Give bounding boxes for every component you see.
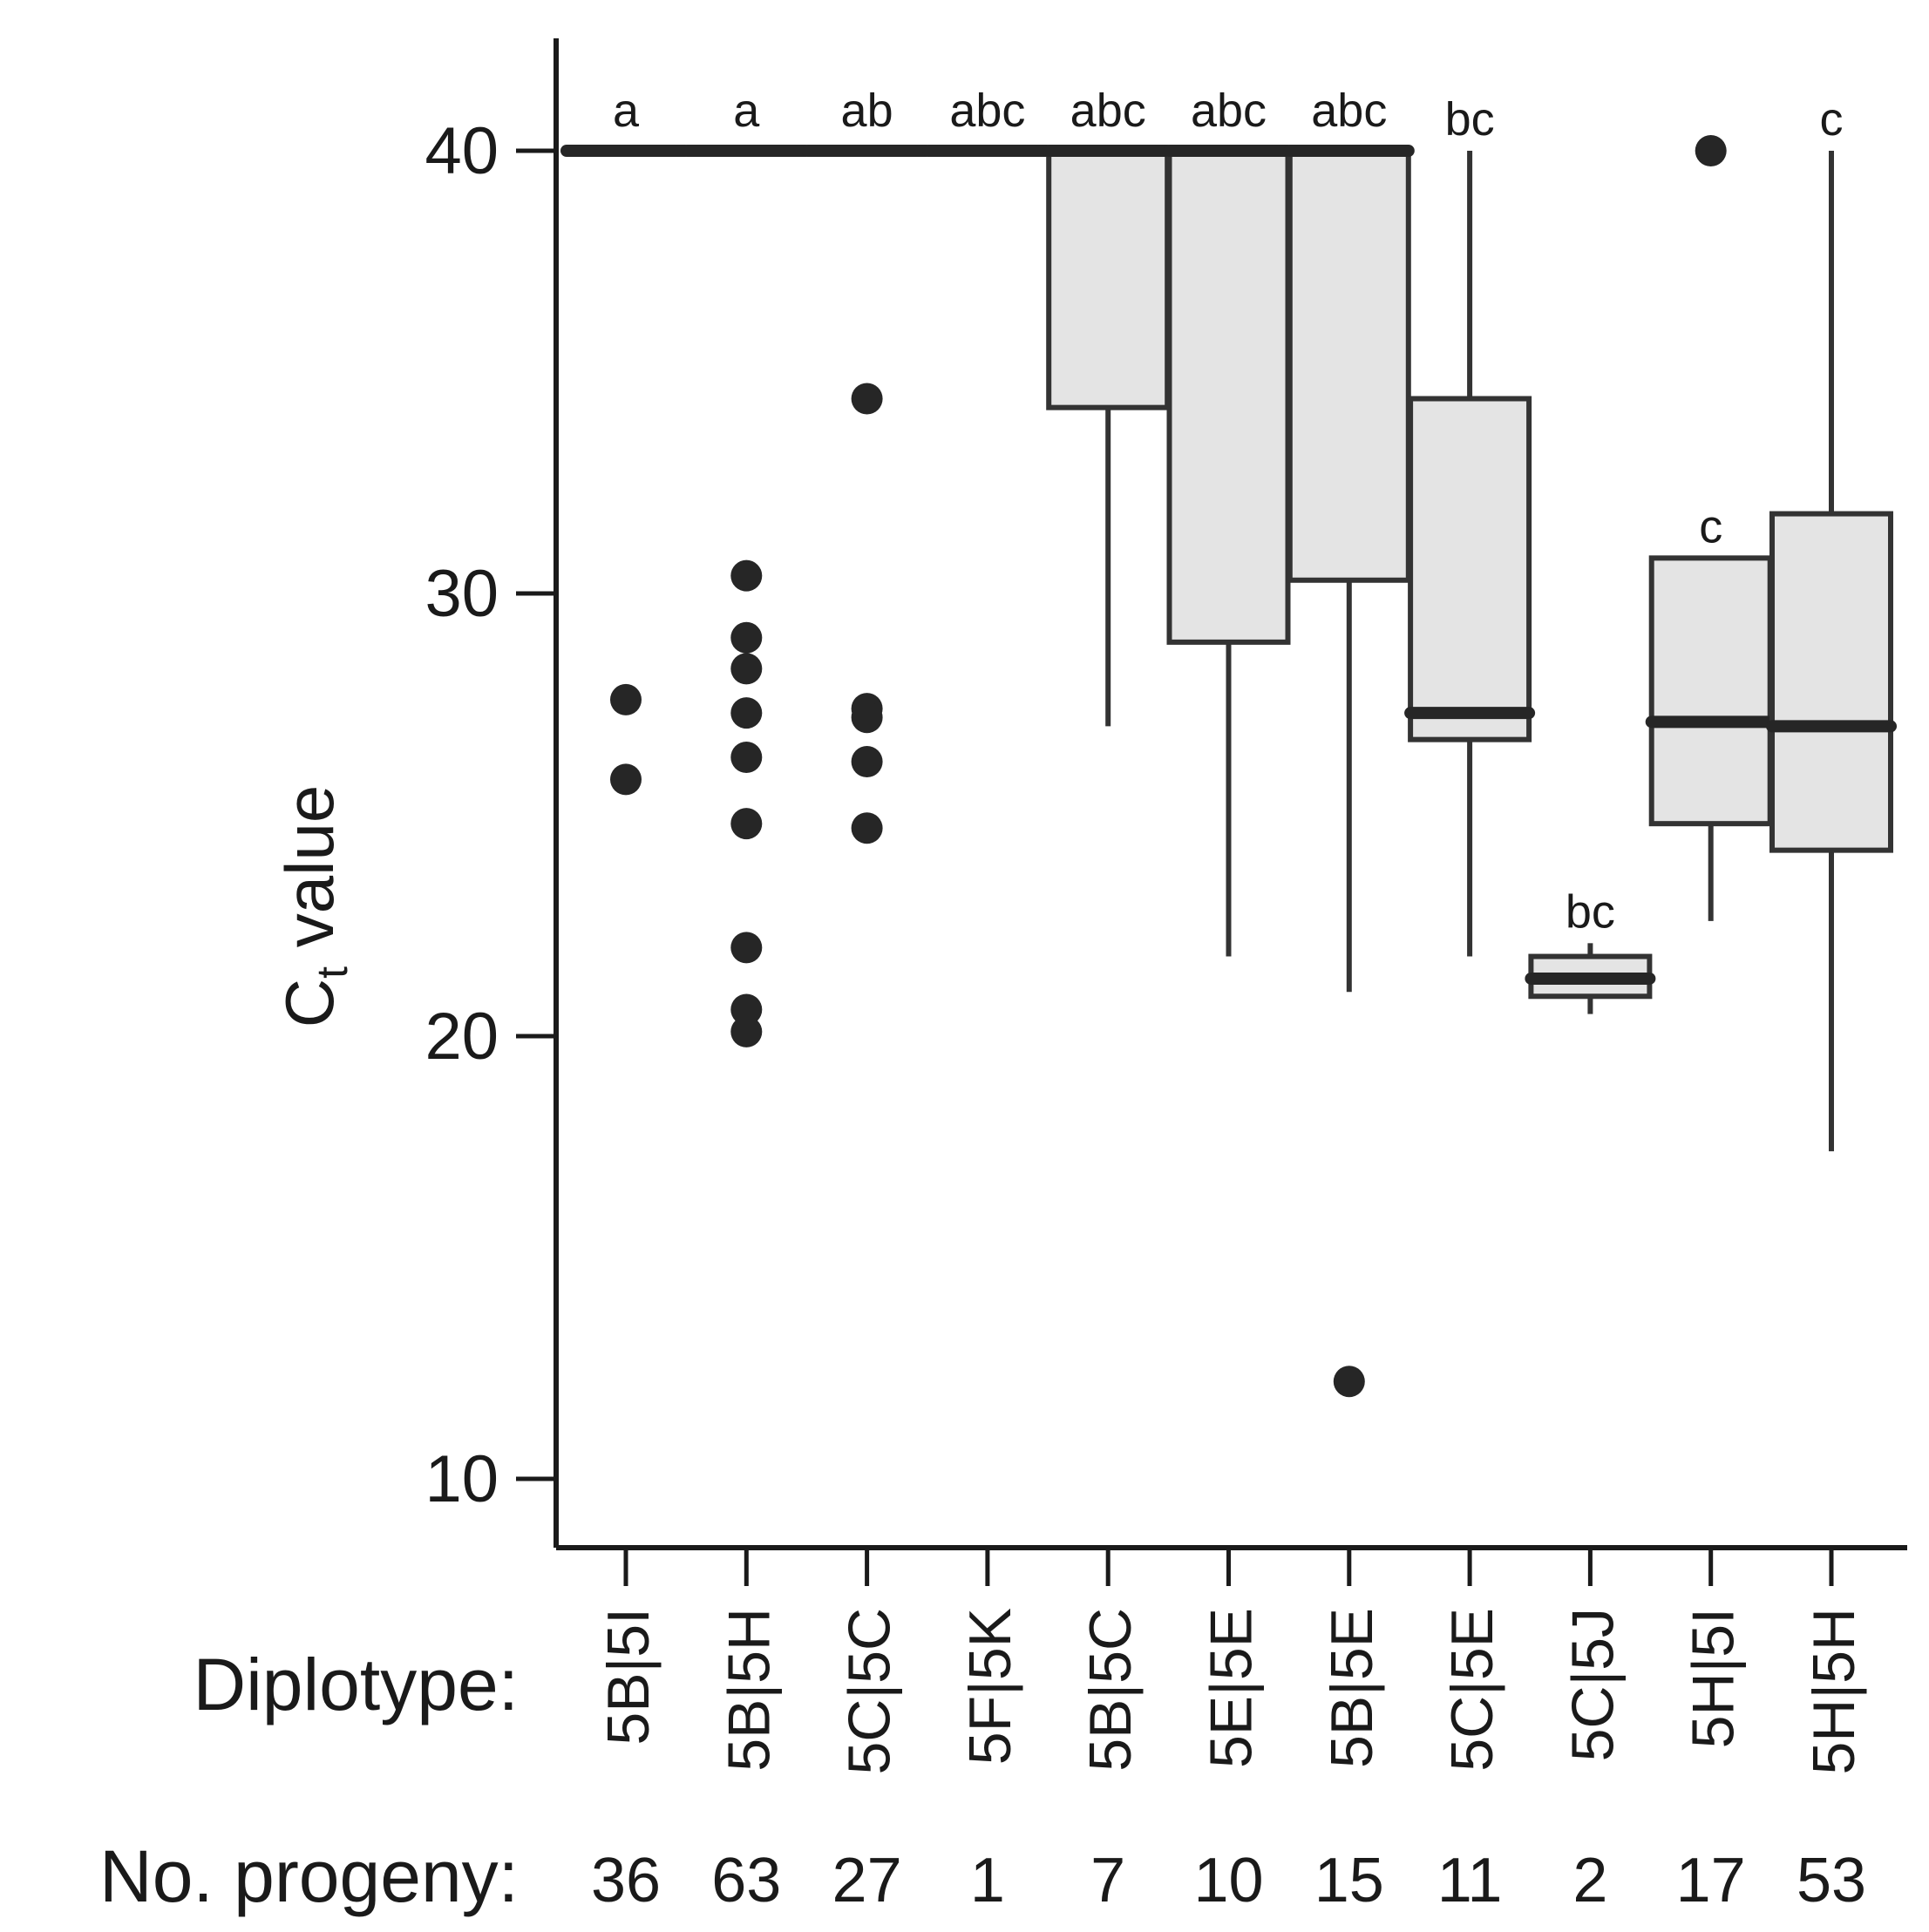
x-axis-ticks — [623, 1548, 1834, 1586]
outlier-point — [851, 702, 883, 734]
significance-letter: abc — [1070, 85, 1146, 137]
progeny-count: 17 — [1676, 1846, 1746, 1915]
outlier-point — [1333, 1366, 1365, 1398]
y-axis-title: Ct value — [271, 785, 357, 1027]
progeny-count: 1 — [970, 1846, 1005, 1915]
outlier-point — [730, 621, 763, 654]
progeny-count: 36 — [591, 1846, 661, 1915]
outlier-point — [851, 746, 883, 778]
progeny-count: 53 — [1797, 1846, 1866, 1915]
box-group-7: abc — [1283, 85, 1415, 1398]
outlier-point — [610, 763, 642, 796]
outlier-point — [730, 653, 763, 685]
outlier-point — [1695, 135, 1727, 166]
y-tick-label: 30 — [425, 557, 499, 631]
diplotype-label: 5C|5C — [837, 1608, 903, 1775]
box-iqr — [1287, 148, 1411, 583]
diplotype-label: 5B|5E — [1319, 1608, 1385, 1768]
outlier-point — [730, 808, 763, 840]
box-group-5: abc — [1043, 85, 1174, 727]
box-group-6: abc — [1163, 85, 1294, 957]
diplotype-label: 5C|5E — [1439, 1608, 1505, 1772]
outlier-point — [851, 812, 883, 844]
progeny-count: 10 — [1193, 1846, 1263, 1915]
outlier-point — [851, 383, 883, 415]
y-tick-label: 40 — [425, 114, 499, 188]
box-iqr — [1769, 511, 1893, 853]
diplotype-label: 5H|5I — [1681, 1608, 1747, 1748]
outlier-point — [730, 932, 763, 964]
significance-letter: abc — [1311, 85, 1387, 137]
box-iqr — [1166, 148, 1291, 645]
diplotype-label: 5B|5I — [595, 1608, 662, 1746]
outlier-point — [730, 559, 763, 592]
significance-letter: c — [1820, 93, 1844, 146]
progeny-count: 27 — [832, 1846, 902, 1915]
box-group-8: bc — [1404, 93, 1536, 957]
significance-letter: ab — [841, 85, 893, 137]
significance-letter: bc — [1566, 885, 1615, 938]
significance-letter: bc — [1445, 93, 1495, 146]
box-iqr — [1408, 396, 1532, 742]
diplotype-label: 5B|5H — [716, 1608, 782, 1772]
progeny-count: 2 — [1572, 1846, 1607, 1915]
diplotype-label: 5C|5J — [1559, 1608, 1626, 1761]
progeny-count: 11 — [1437, 1846, 1503, 1915]
box-group-3: ab — [801, 85, 933, 844]
progeny-count: 15 — [1314, 1846, 1384, 1915]
outlier-point — [730, 741, 763, 773]
progeny-count: 7 — [1090, 1846, 1125, 1915]
box-iqr — [1648, 555, 1773, 827]
outlier-point — [730, 993, 763, 1026]
progeny-count-labels: 36 63 27 1 7 10 15 11 2 17 53 — [591, 1846, 1866, 1915]
box-group-10: c — [1645, 135, 1776, 921]
y-tick-label: 10 — [425, 1442, 499, 1516]
outlier-point — [730, 1015, 763, 1047]
y-axis-title-main: C — [271, 979, 348, 1027]
outlier-point — [730, 697, 763, 729]
significance-letter: abc — [1191, 85, 1267, 137]
diplotype-label: 5H|5H — [1801, 1608, 1867, 1775]
box-group-11: c — [1766, 93, 1897, 1152]
diplotype-label: 5F|5K — [957, 1608, 1023, 1765]
diplotype-label: 5E|5E — [1199, 1608, 1265, 1768]
box-group-4: abc — [921, 85, 1053, 157]
diplotype-label: 5B|5C — [1077, 1608, 1144, 1772]
box-group-2: a — [681, 85, 812, 1047]
diplotype-labels: 5B|5I 5B|5H 5C|5C 5F|5K 5B|5C 5E|5E 5B|5E 5C|5E… — [595, 1608, 1867, 1775]
y-tick-label: 20 — [425, 1000, 499, 1074]
outlier-point — [610, 683, 642, 715]
diplotype-row-label: Diplotype: — [193, 1644, 519, 1725]
box-iqr — [1046, 148, 1171, 410]
significance-letter: abc — [949, 85, 1025, 137]
progeny-row-label: No. progeny: — [99, 1835, 519, 1917]
y-axis-title-subscript: t — [308, 966, 357, 979]
box-group-1: a — [560, 85, 691, 796]
progeny-count: 63 — [711, 1846, 781, 1915]
y-axis-ticks: 10 20 30 40 — [425, 114, 556, 1516]
significance-letter: a — [733, 85, 760, 137]
y-axis-title-suffix: value — [271, 785, 348, 966]
significance-letter: c — [1699, 500, 1722, 552]
box-group-9: bc — [1525, 885, 1656, 1014]
significance-letter: a — [613, 85, 640, 137]
